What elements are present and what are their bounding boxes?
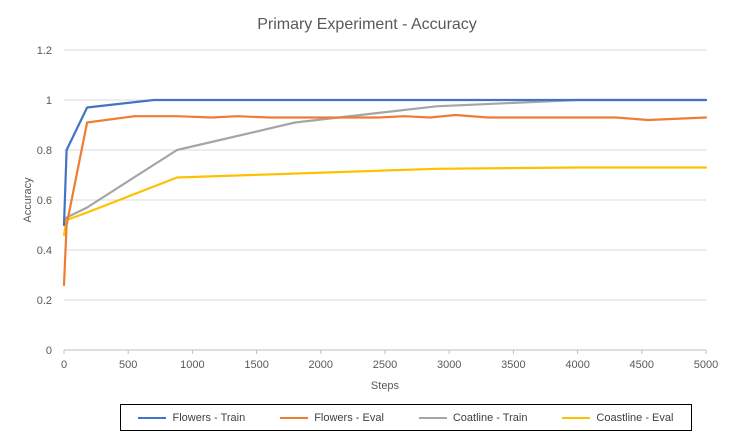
legend-swatch bbox=[280, 416, 309, 419]
x-tick-label: 0 bbox=[61, 359, 67, 371]
legend-item-coastline-eval[interactable]: Coastline - Eval bbox=[562, 412, 673, 424]
legend-swatch bbox=[562, 416, 591, 419]
x-tick-label: 4000 bbox=[565, 359, 589, 371]
legend-label: Coatline - Train bbox=[452, 411, 528, 424]
y-tick-label: 0 bbox=[46, 345, 52, 357]
legend-label: Flowers - Eval bbox=[314, 411, 384, 424]
legend-label: Coastline - Eval bbox=[596, 411, 674, 424]
series-line-flowers-train bbox=[62, 98, 708, 227]
x-tick-label: 5000 bbox=[694, 359, 718, 371]
legend: Flowers - Train Flowers - Eval Coatline … bbox=[120, 404, 692, 431]
x-axis-label: Steps bbox=[371, 380, 400, 392]
chart-title: Primary Experiment - Accuracy bbox=[257, 16, 477, 33]
x-tick-label: 3000 bbox=[437, 359, 461, 371]
series-line-coastline-eval bbox=[62, 166, 708, 237]
gridlines bbox=[64, 49, 706, 301]
legend-item-coatline-train[interactable]: Coatline - Train bbox=[418, 411, 528, 424]
y-tick-label: 1 bbox=[46, 95, 52, 107]
x-tick-label: 4500 bbox=[630, 359, 654, 371]
y-axis-label: Accuracy bbox=[22, 177, 34, 223]
legend-swatch bbox=[138, 416, 167, 419]
x-tick-label: 500 bbox=[119, 359, 137, 371]
legend-item-flowers-eval[interactable]: Flowers - Eval bbox=[280, 412, 384, 424]
legend-label: Flowers - Train bbox=[172, 411, 246, 424]
legend-swatch bbox=[418, 416, 447, 419]
legend-item-flowers-train[interactable]: Flowers - Train bbox=[138, 412, 245, 424]
x-tick-label: 2000 bbox=[309, 359, 333, 371]
y-tick-label: 1.2 bbox=[37, 45, 52, 57]
x-tick-label: 1500 bbox=[244, 359, 268, 371]
y-tick-label: 0.6 bbox=[37, 195, 52, 207]
series-line-flowers-eval bbox=[62, 113, 708, 287]
x-tick-label: 2500 bbox=[373, 359, 397, 371]
y-tick-label: 0.4 bbox=[37, 245, 52, 257]
x-tick-label: 3500 bbox=[501, 359, 525, 371]
y-tick-label: 0.2 bbox=[37, 295, 52, 307]
series-line-coatline-train bbox=[62, 98, 708, 227]
y-tick-label: 0.8 bbox=[37, 145, 52, 157]
series-lines bbox=[62, 98, 708, 287]
x-tick-label: 1000 bbox=[180, 359, 204, 371]
axes: 0 0.2 0.4 0.6 0.8 1 1.2 0 500 1000 1500 2000 2500 300… bbox=[37, 45, 719, 371]
